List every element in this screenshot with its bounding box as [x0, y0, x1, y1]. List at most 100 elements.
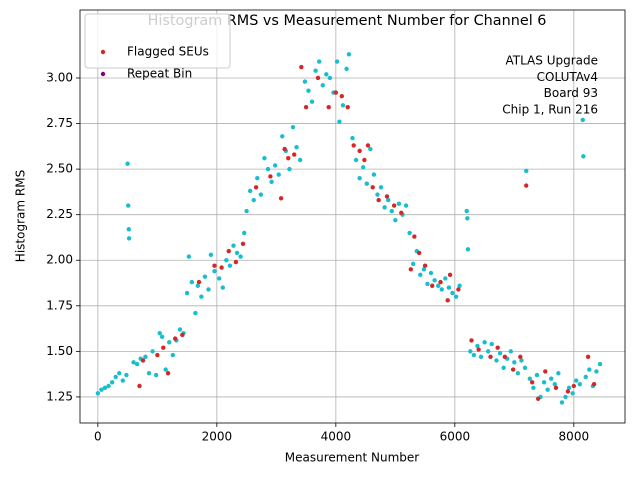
point: [242, 230, 247, 236]
point: [450, 290, 455, 296]
point: [180, 332, 185, 338]
point: [591, 381, 597, 387]
grid: 0 2000 4000 6000 8000 1.25 1.50 1.75 2.00 2.25 2.5…: [46, 10, 625, 444]
point: [186, 254, 192, 259]
point: [286, 155, 291, 161]
point: [337, 119, 342, 124]
point: [531, 385, 536, 391]
point: [368, 146, 373, 152]
point: [510, 367, 516, 372]
point: [196, 279, 202, 285]
point: [549, 376, 554, 381]
point: [522, 365, 528, 370]
point: [120, 378, 126, 383]
point: [346, 52, 352, 57]
point: [202, 274, 208, 279]
point: [219, 265, 224, 270]
point: [439, 287, 444, 292]
y-tick-label: 1.50: [46, 344, 73, 358]
point: [313, 68, 318, 73]
point: [362, 157, 367, 163]
point: [265, 166, 271, 172]
point: [361, 165, 366, 170]
point: [365, 143, 371, 148]
point: [476, 347, 481, 352]
point: [350, 135, 355, 141]
point: [282, 146, 287, 152]
point: [344, 66, 349, 72]
point: [357, 148, 362, 154]
point: [518, 354, 523, 360]
point: [327, 75, 333, 81]
point: [234, 250, 240, 256]
point: [290, 124, 296, 130]
point: [102, 385, 108, 391]
y-tick-label: 2.00: [46, 253, 73, 267]
x-tick-label: 4000: [321, 430, 352, 444]
point: [587, 367, 592, 372]
point: [224, 258, 229, 263]
x-tick-label: 2000: [202, 430, 233, 444]
point: [247, 188, 253, 194]
point: [212, 263, 217, 268]
point: [543, 369, 548, 374]
point: [233, 259, 239, 265]
point: [280, 134, 285, 139]
point: [146, 371, 152, 376]
point: [212, 268, 217, 274]
point: [134, 361, 140, 367]
point: [167, 340, 172, 345]
point: [443, 276, 448, 281]
point: [315, 75, 321, 81]
points: [95, 52, 603, 405]
point: [126, 227, 131, 232]
point: [165, 371, 171, 376]
point: [253, 185, 259, 190]
point: [109, 380, 115, 385]
point: [159, 334, 165, 339]
y-tick-label: 2.50: [46, 162, 73, 176]
point: [208, 252, 214, 257]
point: [435, 283, 441, 288]
point: [432, 278, 437, 283]
point: [430, 283, 435, 288]
plot-frame: [79, 9, 626, 424]
point: [422, 263, 428, 268]
point: [391, 203, 397, 208]
point: [501, 365, 506, 370]
point: [137, 383, 142, 389]
y-tick-label: 2.75: [46, 116, 73, 130]
x-tick-label: 0: [94, 430, 102, 444]
legend-box: [84, 13, 231, 69]
point: [193, 310, 198, 316]
point: [508, 349, 513, 354]
point: [502, 354, 508, 360]
point: [95, 391, 101, 396]
y-axis-label: Histogram RMS: [14, 170, 28, 262]
point: [125, 203, 131, 208]
point: [482, 340, 487, 345]
point: [306, 88, 311, 93]
point: [278, 196, 284, 201]
x-axis-label: Measurement Number: [285, 451, 419, 465]
point: [418, 272, 423, 278]
point: [527, 376, 533, 381]
point: [382, 205, 387, 210]
point: [217, 276, 222, 281]
legend-marker: [100, 71, 106, 77]
legend-label: Repeat Bin: [127, 67, 192, 81]
point: [465, 247, 471, 252]
point: [425, 281, 430, 287]
point: [494, 358, 499, 363]
point: [262, 155, 267, 161]
point: [206, 287, 211, 292]
point: [255, 176, 260, 181]
point: [570, 391, 575, 396]
point: [453, 294, 459, 299]
point: [351, 143, 356, 148]
point: [565, 389, 571, 394]
point: [545, 387, 550, 392]
point: [534, 372, 540, 378]
point: [428, 270, 434, 276]
